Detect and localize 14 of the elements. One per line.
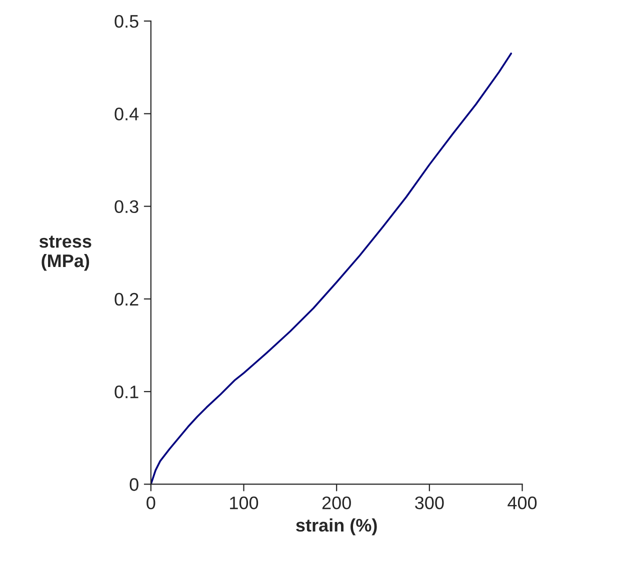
x-tick-label: 100: [230, 496, 258, 510]
y-tick-label: 0.4: [114, 108, 139, 120]
line-series: [150, 52, 512, 484]
y-tick-label: 0.3: [114, 200, 138, 214]
y-tick-label: 0.1: [114, 386, 138, 398]
y-tick-label: 0: [130, 478, 138, 491]
x-axis-title: strain (%): [296, 518, 377, 536]
y-tick-label: 0.2: [114, 292, 138, 306]
x-tick-label: 400: [508, 496, 537, 510]
x-tick-label: 300: [415, 496, 444, 510]
x-tick-label: 0: [146, 496, 156, 510]
y-axis-title: stress (MPa): [39, 236, 92, 271]
y-tick-label: 0.5: [114, 14, 138, 28]
x-tick-label: 200: [322, 496, 351, 510]
